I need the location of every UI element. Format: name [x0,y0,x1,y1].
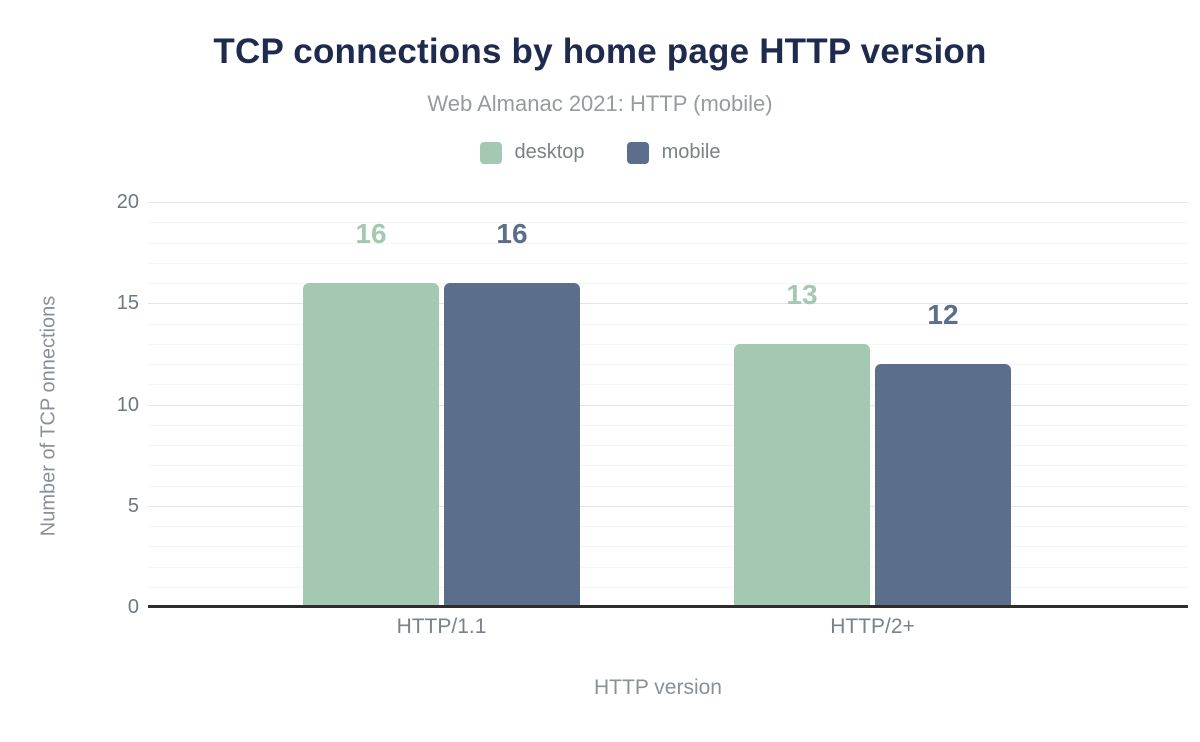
minor-gridline [148,485,1188,487]
bar-desktop-http-2[interactable] [734,343,870,607]
x-tick-label: HTTP/1.1 [396,615,487,638]
y-tick-label: 0 [127,596,139,618]
major-gridline [148,303,1188,305]
bar-value-label: 16 [355,218,387,249]
legend-item-mobile[interactable]: mobile [626,141,721,164]
minor-gridline [148,465,1188,467]
minor-gridline [148,424,1188,426]
minor-gridline [148,445,1188,446]
x-axis-line [148,605,1188,608]
minor-gridline [148,323,1188,325]
major-gridline [148,404,1188,406]
y-tick-label: 5 [127,494,139,517]
minor-gridline [148,343,1188,345]
major-gridline [148,505,1188,507]
x-tick-label: HTTP/2+ [830,615,915,638]
minor-gridline [148,364,1188,365]
legend-label-mobile: mobile [661,141,721,163]
desktop-swatch-icon [479,141,502,164]
minor-gridline [148,566,1188,568]
legend: desktop mobile [0,141,1200,164]
bar-mobile-http-2[interactable] [875,364,1011,607]
plot-area: 0 5 10 15 20 16 16 HTTP/1.1 13 12 HTTP/2+ [117,191,1188,638]
minor-gridline [148,262,1188,264]
minor-gridline [148,242,1188,244]
chart-subtitle: Web Almanac 2021: HTTP (mobile) [427,91,773,116]
minor-gridline [148,283,1188,284]
mobile-swatch-icon [626,141,649,164]
y-tick-label: 20 [116,191,139,213]
bar-value-label: 12 [927,299,959,330]
bar-mobile-http-1-1[interactable] [444,283,580,607]
y-axis-title: Number of TCP onnections [37,295,60,537]
major-gridline [148,202,1188,203]
minor-gridline [148,586,1188,588]
bar-desktop-http-1-1[interactable] [303,283,439,607]
minor-gridline [148,546,1188,548]
minor-gridline [148,384,1188,386]
x-axis-title: HTTP version [594,676,722,699]
chart-title: TCP connections by home page HTTP versio… [213,32,987,71]
legend-item-desktop[interactable]: desktop [479,141,585,164]
minor-gridline [148,222,1188,224]
y-tick-label: 15 [116,292,139,315]
bar-value-label: 16 [496,218,528,249]
minor-gridline [148,526,1188,527]
y-tick-label: 10 [116,393,139,416]
legend-label-desktop: desktop [514,141,585,163]
bar-value-label: 13 [786,278,818,310]
